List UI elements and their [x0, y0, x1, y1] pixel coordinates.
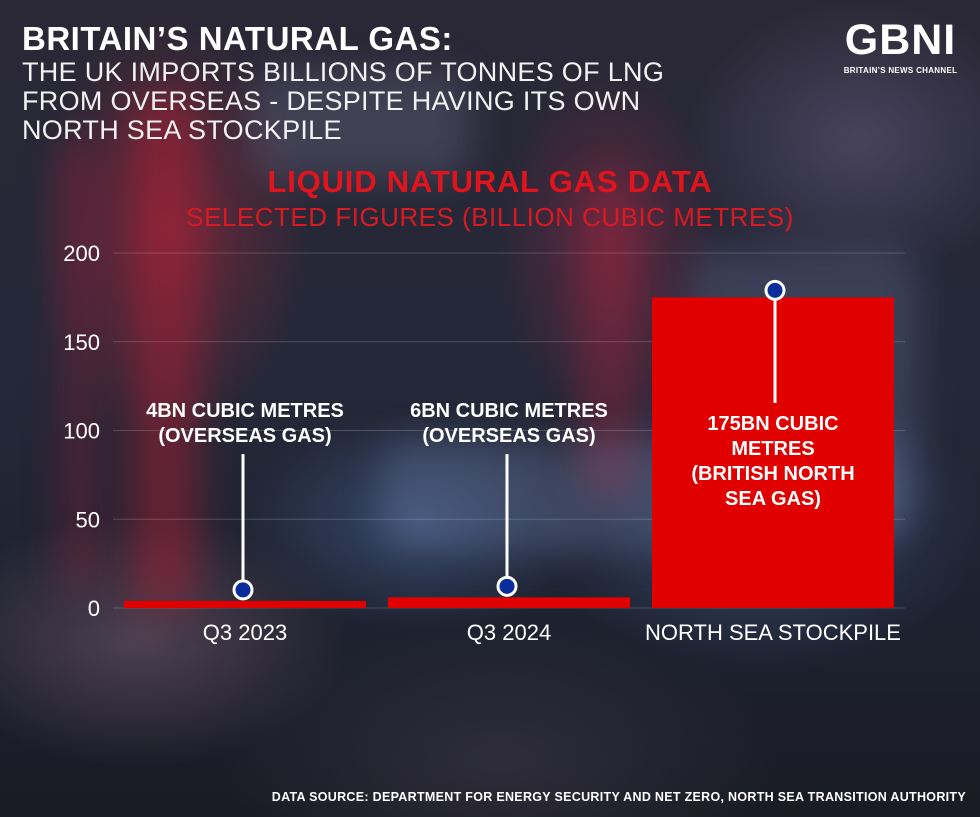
y-tick-label: 150 [63, 330, 100, 355]
data-label: (OVERSEAS GAS) [422, 425, 595, 447]
x-category-label: Q3 2024 [467, 620, 551, 645]
bar-3 [652, 297, 894, 608]
data-label: 6BN CUBIC METRES [410, 400, 608, 422]
subheadline: THE UK IMPORTS BILLIONS OF TONNES OF LNG… [22, 57, 665, 145]
data-label: (OVERSEAS GAS) [158, 425, 331, 447]
data-label: (BRITISH NORTH [691, 463, 854, 485]
x-category-label: NORTH SEA STOCKPILE [645, 620, 901, 645]
y-tick-label: 100 [63, 419, 100, 444]
x-category-label: Q3 2023 [203, 620, 287, 645]
data-label: SEA GAS) [725, 488, 821, 510]
bar-2 [388, 597, 630, 608]
gbnews-logo: GBNI BRITAIN’S NEWS CHANNEL [838, 16, 963, 82]
bar-1 [124, 600, 366, 608]
header: BRITAIN’S NATURAL GAS: THE UK IMPORTS BI… [22, 20, 702, 145]
y-tick-label: 0 [88, 596, 100, 621]
logo-wordmark: GBNI [844, 16, 957, 64]
data-label: 4BN CUBIC METRES [146, 400, 344, 422]
y-tick-label: 200 [63, 241, 100, 266]
headline: BRITAIN’S NATURAL GAS: [22, 20, 453, 57]
annotation-marker [764, 279, 786, 301]
chart-subtitle: SELECTED FIGURES (BILLION CUBIC METRES) [186, 202, 794, 232]
y-tick-label: 50 [76, 507, 100, 532]
data-label: METRES [731, 438, 814, 460]
chart-title: LIQUID NATURAL GAS DATA [267, 164, 713, 199]
data-label: 175BN CUBIC [707, 413, 838, 435]
data-source: DATA SOURCE: DEPARTMENT FOR ENERGY SECUR… [271, 790, 966, 804]
annotation-marker [232, 579, 254, 601]
logo-tagline: BRITAIN’S NEWS CHANNEL [843, 66, 958, 75]
annotation-marker [496, 575, 518, 597]
